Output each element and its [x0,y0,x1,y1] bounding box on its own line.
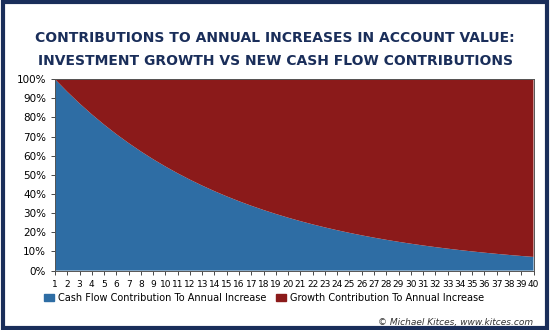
Text: © Michael Kitces, www.kitces.com: © Michael Kitces, www.kitces.com [378,318,534,327]
Text: INVESTMENT GROWTH VS NEW CASH FLOW CONTRIBUTIONS: INVESTMENT GROWTH VS NEW CASH FLOW CONTR… [37,54,513,68]
Text: CONTRIBUTIONS TO ANNUAL INCREASES IN ACCOUNT VALUE:: CONTRIBUTIONS TO ANNUAL INCREASES IN ACC… [35,31,515,45]
Legend: Cash Flow Contribution To Annual Increase, Growth Contribution To Annual Increas: Cash Flow Contribution To Annual Increas… [40,289,488,307]
